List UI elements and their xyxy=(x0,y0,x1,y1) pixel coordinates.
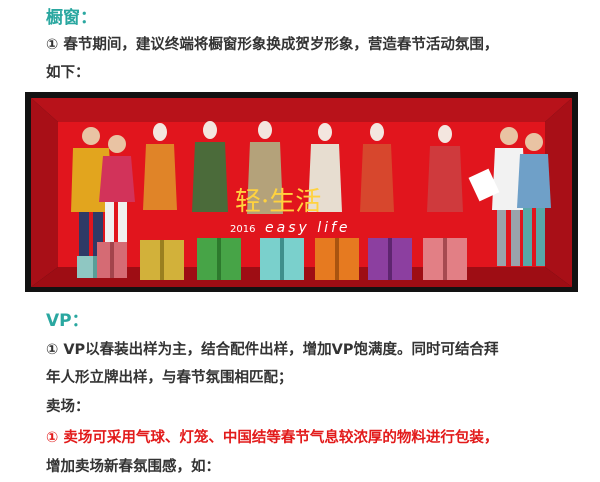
mannequin-5 xyxy=(360,123,394,212)
store-paragraph-line2: 增加卖场新春氛围感，如： xyxy=(46,459,220,475)
right-couple xyxy=(468,127,551,266)
store-paragraph-red-line: ① 卖场可采用气球、灯笼、中国结等春节气息较浓厚的物料进行包装， xyxy=(46,430,499,446)
window-left-wall xyxy=(31,98,58,287)
mannequin-2 xyxy=(192,121,228,212)
shop-window-illustration: 轻·生活 2016 easy life xyxy=(25,92,578,292)
left-couple xyxy=(71,127,135,268)
window-right-wall xyxy=(545,98,572,287)
window-ceiling xyxy=(31,98,572,122)
mannequin-3 xyxy=(247,121,283,214)
window-paragraph-line1: ① 春节期间，建议终端将橱窗形象换成贺岁形象，营造春节活动氛围， xyxy=(46,37,499,53)
mannequin-6 xyxy=(427,125,463,212)
logo-main-text: 轻·生活 xyxy=(235,187,321,217)
window-paragraph-line2: 如下： xyxy=(46,65,90,81)
section-heading-vp: VP： xyxy=(46,311,89,331)
gift-boxes xyxy=(77,238,467,280)
logo-sub-text: easy life xyxy=(265,220,351,236)
section-heading-window: 橱窗： xyxy=(46,8,97,28)
mannequin-4 xyxy=(308,123,342,212)
shop-window-photo: 轻·生活 2016 easy life xyxy=(25,92,578,292)
logo-year-text: 2016 xyxy=(230,224,255,235)
store-subheading: 卖场： xyxy=(46,399,90,415)
vp-paragraph-line1: ① VP以春装出样为主，结合配件出样，增加VP饱满度。同时可结合拜 xyxy=(46,342,499,358)
mannequin-1 xyxy=(143,123,177,210)
easy-life-logo: 轻·生活 2016 easy life xyxy=(230,187,351,236)
vp-paragraph-line2: 年人形立牌出样，与春节氛围相匹配； xyxy=(46,370,293,386)
